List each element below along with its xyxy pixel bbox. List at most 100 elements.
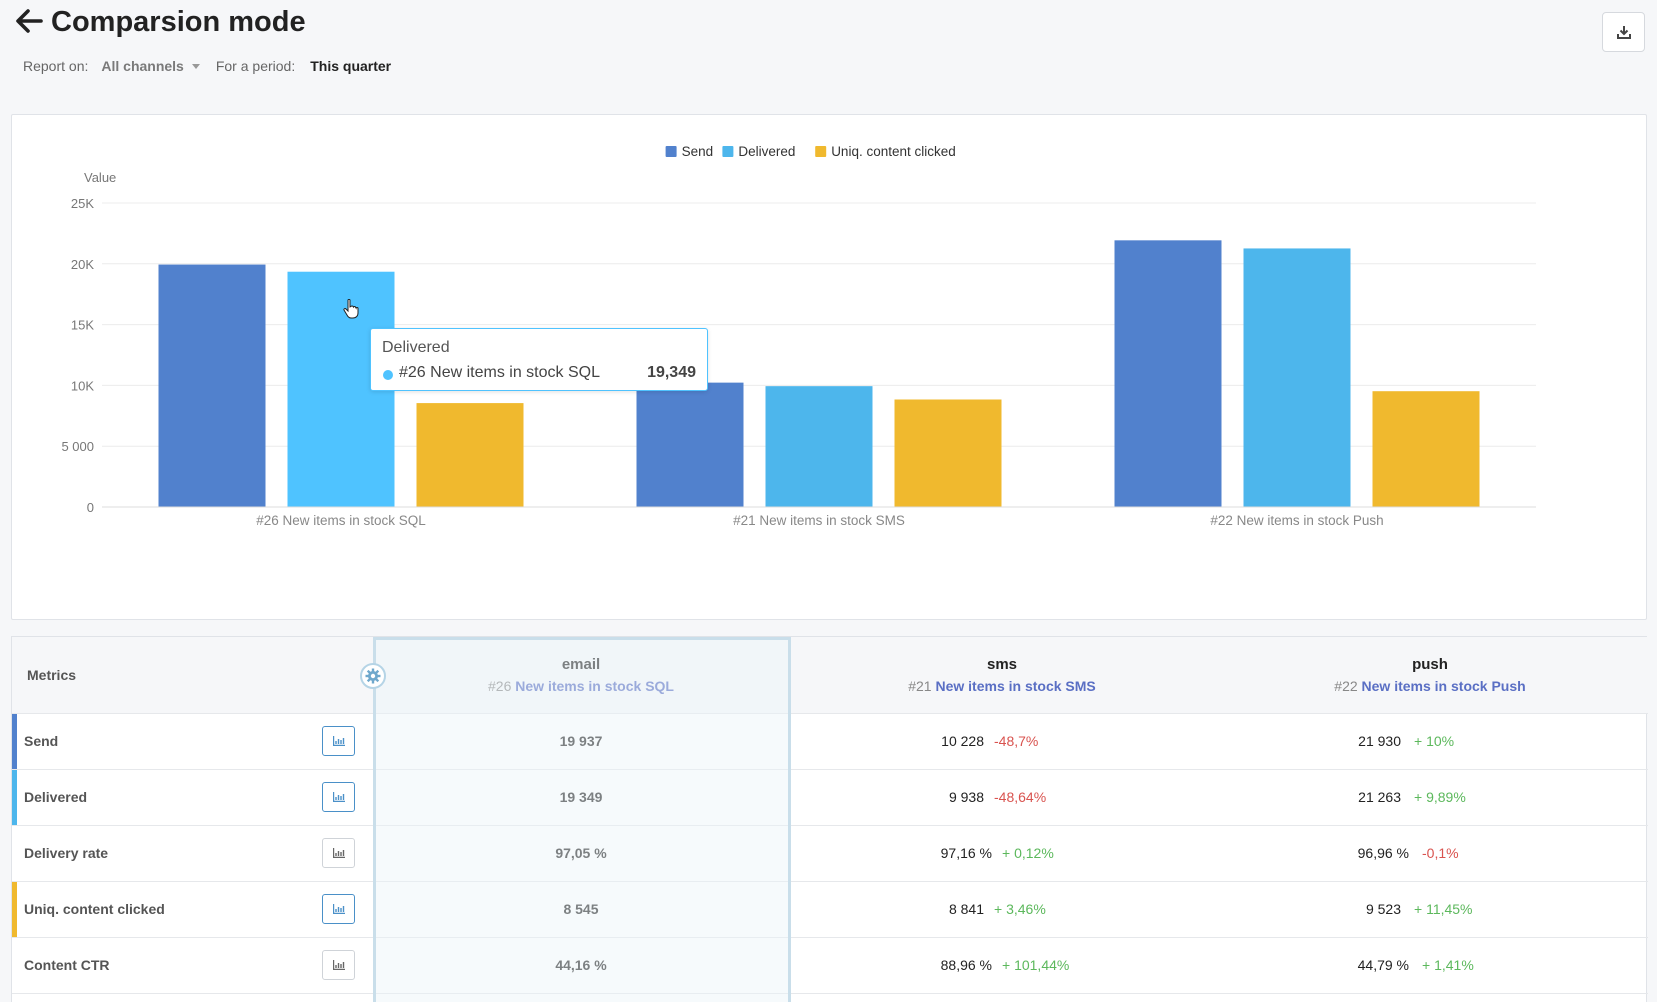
bar [894,399,1002,507]
value-cell-push: 44,79 % + 1,41% [1212,938,1648,993]
column-settings-button[interactable] [360,663,386,689]
value-cell-sms: 8 841 + 3,46% [792,882,1212,937]
bar [416,403,524,507]
campaign-link[interactable]: New items in stock SMS [935,678,1096,694]
delta-badge: + 0,12% [1002,845,1054,861]
period-selector[interactable]: This quarter [310,58,392,74]
bar [1114,240,1222,507]
y-tick-label: 0 [87,500,94,515]
metric-value: 44,16 % [555,957,607,973]
show-in-chart-toggle[interactable] [322,782,355,812]
delta-badge: + 1,41% [1422,957,1474,973]
value-cell-sms: 9 938 -48,64% [792,770,1212,825]
metric-cell: Uniq. content clicked [12,882,374,937]
report-filters: Report on: All channels For a period: Th… [23,58,391,74]
delta-badge: + 3,46% [994,901,1046,917]
x-tick-label: #21 New items in stock SMS [733,513,905,528]
y-tick-label: 20K [71,257,94,272]
bar [158,264,266,507]
bar-chart-icon [332,904,345,914]
metric-value: 96,96 % [1357,845,1409,861]
metric-value: 8 841 [948,901,984,917]
y-tick-label: 15K [71,318,94,333]
show-in-chart-toggle[interactable] [322,950,355,980]
metric-value: 88,96 % [940,957,992,973]
metric-value: 9 523 [1365,901,1401,917]
download-button[interactable] [1602,12,1645,52]
bar-chart-icon [332,960,345,970]
campaign-link[interactable]: New items in stock SQL [515,678,674,694]
delta-badge: -48,64% [994,789,1047,805]
metric-name: Delivered [24,789,88,805]
series-color-bar [12,714,17,769]
campaign-id: #26 [488,678,512,694]
y-tick-label: 10K [71,378,94,393]
legend-swatch [665,146,677,157]
delta-badge: + 101,44% [1002,957,1070,973]
legend-item: Send [682,144,714,159]
series-color-bar [12,882,17,937]
y-axis-label: Value [84,170,116,185]
campaign-link[interactable]: New items in stock Push [1361,678,1526,694]
comparison-chart: 0 5 000 10K 15K 20K 25K Value Send Delivered Uniq… [11,114,1647,620]
show-in-chart-toggle[interactable] [322,838,355,868]
metric-name: Uniq. content clicked [24,901,165,917]
column-channel: sms [986,656,1018,673]
column-campaign: #26 New items in stock SQL [374,678,788,694]
bar-chart-icon [332,792,345,802]
gear-icon [365,668,381,684]
column-campaign: #21 New items in stock SMS [792,678,1212,694]
delta-badge: -0,1% [1422,845,1459,861]
bar-chart-icon [332,848,345,858]
value-cell-push: 21 930 + 10% [1212,714,1648,769]
metric-value: 44,79 % [1357,957,1409,973]
value-cell-sms: 97,16 % + 0,12% [792,826,1212,881]
tooltip-value: 19,349 [647,364,696,381]
report-on-label: Report on: [23,58,89,74]
bar [1372,391,1480,507]
value-cell-push: 21 263 + 9,89% [1212,770,1648,825]
metric-cell: Delivery rate [12,826,374,881]
bar [1243,248,1351,507]
legend-swatch [722,146,734,157]
metric-value: 97,05 % [555,845,607,861]
y-tick-label: 5 000 [61,439,94,454]
table-row-delivered: Delivered 19 349 9 938 -48,64% 21 263 + … [12,770,1648,826]
channel-dropdown-value: All channels [101,58,184,74]
tooltip-item: #26 New items in stock SQL [399,364,600,381]
legend-swatch [815,146,827,157]
value-cell-email: 19 349 [374,770,788,825]
metric-value: 9 938 [948,789,984,805]
metric-cell: Delivered [12,770,374,825]
campaign-id: #22 [1334,678,1358,694]
tooltip-series-dot [383,370,393,380]
column-channel: email [561,656,601,673]
metric-value: 19 349 [559,789,603,805]
metrics-header: Metrics [27,667,77,683]
metric-value: 21 930 [1358,733,1401,749]
campaign-id: #21 [908,678,932,694]
legend-item: Uniq. content clicked [831,144,956,159]
channel-dropdown[interactable]: All channels [101,58,200,74]
metric-value: 97,16 % [940,845,992,861]
value-cell-push: 9 523 + 11,45% [1212,882,1648,937]
show-in-chart-toggle[interactable] [322,894,355,924]
back-arrow-icon[interactable] [14,6,44,36]
column-header-push: push #22 New items in stock Push [1212,637,1648,713]
series-color-bar [12,770,17,825]
value-cell-sms: 10 228 -48,7% [792,714,1212,769]
page-header: Comparsion mode Report on: All channels … [0,0,1657,110]
table-row-partial [12,994,1648,1002]
show-in-chart-toggle[interactable] [322,726,355,756]
metric-name: Content CTR [24,957,110,973]
metrics-table: Metrics email #26 New items in stock SQL… [11,636,1648,1002]
x-tick-label: #22 New items in stock Push [1210,513,1383,528]
bar-chart-icon [332,736,345,746]
chevron-down-icon [191,63,200,69]
column-channel: push [1412,656,1448,673]
delta-badge: + 11,45% [1414,901,1473,917]
period-label: For a period: [215,58,296,74]
bar [765,386,873,507]
table-row-delivery-rate: Delivery rate 97,05 % 97,16 % + 0,12% 96… [12,826,1648,882]
metric-value: 8 545 [563,901,599,917]
